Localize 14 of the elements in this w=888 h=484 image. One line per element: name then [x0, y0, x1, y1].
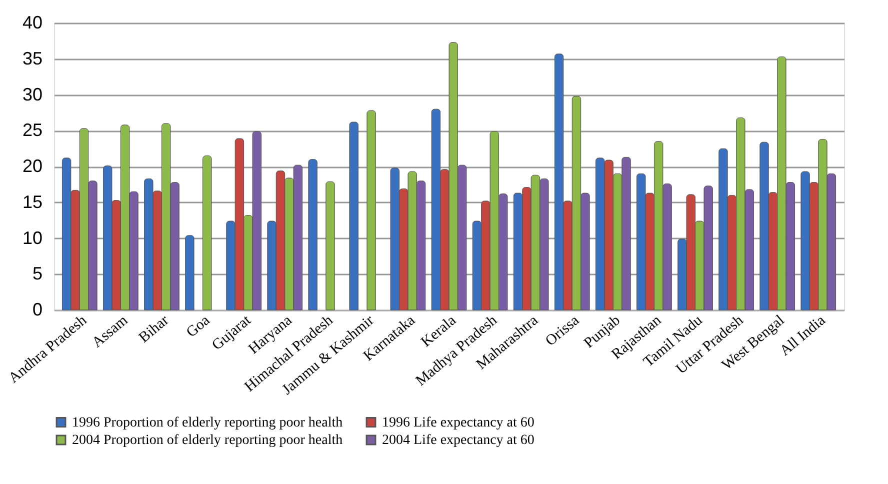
y-tick-label: 5: [32, 264, 42, 284]
y-tick-label: 25: [22, 120, 42, 140]
y-tick-label: 35: [22, 48, 42, 68]
y-tick-label: 15: [22, 192, 42, 212]
legend-label: 1996 Life expectancy at 60: [382, 415, 534, 430]
y-tick-label: 20: [22, 156, 42, 176]
y-tick-label: 40: [22, 12, 42, 32]
x-tick-label: Goa: [184, 312, 214, 341]
y-tick-label: 0: [32, 300, 42, 320]
legend-label: 2004 Life expectancy at 60: [382, 433, 534, 448]
y-tick-label: 30: [22, 84, 42, 104]
legend-label: 1996 Proportion of elderly reporting poor health: [72, 415, 343, 430]
legend-label: 2004 Proportion of elderly reporting poor health: [72, 433, 343, 448]
y-tick-label: 10: [22, 228, 42, 248]
